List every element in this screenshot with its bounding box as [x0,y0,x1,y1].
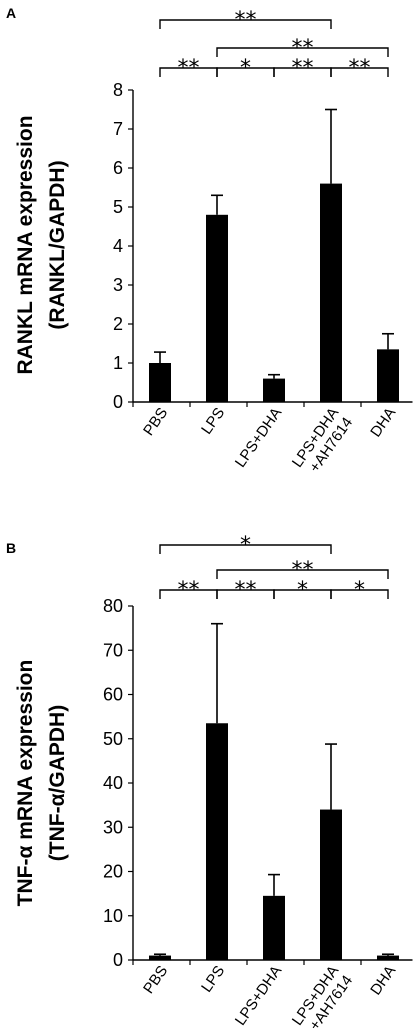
significance-label: ** [292,36,314,61]
x-category-label: LPS [198,405,228,438]
y-axis-label: RANKL mRNA expression [14,115,37,374]
x-category-label: LPS+DHA+AH7614 [289,963,356,1028]
y-tick-label: 2 [113,314,123,334]
x-category-label: LPS+DHA [232,405,285,471]
x-category-label: LPS+DHA+AH7614 [289,405,356,481]
x-category-label: LPS [198,963,228,996]
bar [377,955,399,960]
bar [206,214,228,402]
x-category-label-line: PBS [140,963,171,997]
x-category-label-line: LPS [198,405,228,438]
bar [320,809,342,960]
y-tick-label: 40 [103,773,123,793]
y-tick-label: 0 [113,392,123,412]
significance-label: * [240,533,251,558]
x-category-label-line: LPS+DHA [232,405,285,471]
significance-label: ** [292,558,314,583]
x-category-label: DHA [367,963,399,999]
x-category-label-line: LPS [198,963,228,996]
y-tick-label: 50 [103,729,123,749]
y-axis-label-unit: (RANKL/GAPDH) [46,160,69,329]
x-category-label: PBS [140,963,171,997]
bar [149,363,171,402]
y-tick-label: 1 [113,353,123,373]
y-tick-label: 30 [103,817,123,837]
x-category-label-line: LPS+DHA [232,963,285,1028]
y-tick-label: 20 [103,862,123,882]
significance-label: ** [292,56,314,81]
bar [263,378,285,402]
significance-label: * [297,578,308,603]
significance-bracket [216,569,389,579]
y-tick-label: 70 [103,640,123,660]
y-tick-label: 6 [113,158,123,178]
y-tick-label: 4 [113,236,123,256]
y-axis-label: TNF-α mRNA expression [14,660,37,907]
bar [206,723,228,960]
x-category-label: LPS+DHA [232,963,285,1028]
significance-label: * [354,578,365,603]
x-category-label-line: PBS [140,405,171,439]
significance-bracket [216,47,389,57]
significance-bracket [159,19,332,29]
significance-label: ** [178,578,200,603]
bar [377,349,399,402]
bar [149,955,171,960]
significance-label: ** [178,56,200,81]
y-axis-label-unit: (TNF-α/GAPDH) [46,705,69,861]
x-category-label-line: DHA [367,963,399,999]
significance-bracket [330,67,389,77]
significance-bracket [330,589,389,599]
x-category-label: PBS [140,405,171,439]
y-tick-label: 80 [103,596,123,616]
x-category-label: DHA [367,405,399,441]
y-tick-label: 7 [113,119,123,139]
y-tick-label: 5 [113,197,123,217]
x-category-label-line: DHA [367,405,399,441]
chart-panel-a: A RANKL mRNA expression (RANKL/GAPDH) 0 1 2 3 4… [6,5,413,481]
bar [263,895,285,960]
panel-letter: A [6,5,16,21]
y-tick-label: 60 [103,685,123,705]
y-tick-label: 10 [103,906,123,926]
significance-label: * [240,56,251,81]
y-tick-label: 8 [113,80,123,100]
significance-label: ** [235,578,257,603]
chart-panel-b: B TNF-α mRNA expression (TNF-α/GAPDH) 0 10 20… [6,533,413,1028]
panel-letter: B [6,540,16,556]
bar [320,183,342,402]
y-tick-label: 0 [113,950,123,970]
significance-bracket [159,544,332,554]
y-tick-label: 3 [113,275,123,295]
significance-label: ** [235,8,257,33]
significance-label: ** [349,56,371,81]
